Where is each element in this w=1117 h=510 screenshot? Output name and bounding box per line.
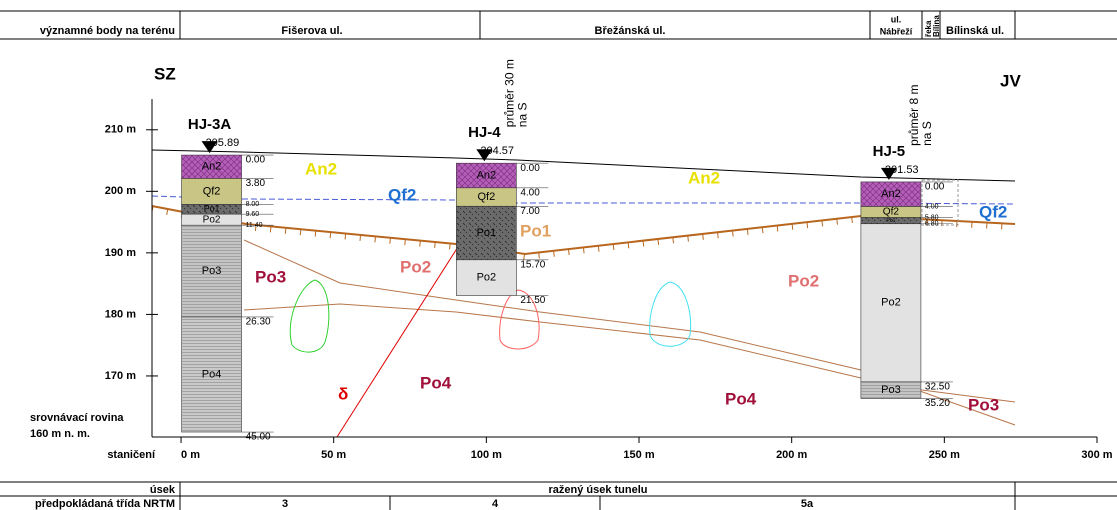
y-tick-label: 210 m [105,124,136,136]
depth-label: 11.40 [246,222,263,229]
layer-name: Po2 [477,272,497,284]
elevation-label: 204.57 [480,145,514,157]
page: {"header": {"label": "významné body na t… [0,0,1117,510]
y-label: srovnávací rovina [30,412,124,424]
layer-name: Qf2 [477,191,495,203]
layer-name: Po1 [886,218,895,224]
geology-label: Po3 [255,267,286,286]
header-label: významné body na terénu [40,25,175,37]
x-tick-label: 150 m [623,449,654,461]
footer-cell: 5a [801,498,814,510]
x-tick-label: 200 m [776,449,807,461]
place: Bílina [932,15,941,37]
depth-label: 35.20 [925,398,950,409]
layer-name: Po3 [202,265,222,277]
x-tick-label: 100 m [471,449,502,461]
borehole-note: na S [516,103,530,128]
place: Fišerova ul. [281,25,342,37]
geology-label: Po2 [788,271,819,290]
borehole-name: HJ-5 [873,143,906,160]
footer-cell: 3 [282,498,288,510]
elevation-label: 201.53 [885,164,919,176]
layer-name: Qf2 [883,207,900,218]
depth-label: 9.60 [246,211,260,218]
y-tick-label: 190 m [105,247,136,259]
y-tick-label: 180 m [105,308,136,320]
direction: SZ [154,64,176,83]
place: Nábřeží [880,26,913,36]
section-diagram: významné body na terénu Fišerova ul. Bře… [0,0,1117,510]
depth-label: 8.00 [246,201,260,208]
geology-label: Po4 [420,373,452,392]
depth-label: 45.00 [246,432,271,443]
layer-name: Po3 [881,384,901,396]
depth-label: 4.00 [925,203,939,210]
geology-label: Po2 [400,257,431,276]
geology-label: An2 [688,168,720,187]
y-label: 160 m n. m. [30,428,90,440]
layer-name: Po1 [477,227,497,239]
borehole-name: HJ-3A [188,116,232,133]
layer-name: Po1 [204,204,220,214]
layer-name: Po4 [202,368,222,380]
layer-name: An2 [477,169,497,181]
footer-cell: 4 [492,498,499,510]
depth-label: 0.00 [520,163,540,174]
layer-name: Po2 [203,214,221,225]
geology-label: Qf2 [979,202,1007,221]
layer-name: Qf2 [203,185,221,197]
depth-label: 4.00 [520,187,540,198]
depth-label: 3.80 [246,178,266,189]
layer-name: An2 [202,161,222,173]
depth-label: 0.00 [246,155,266,166]
geology-label: Po1 [520,221,551,240]
footer-label: úsek [150,484,176,496]
y-tick-label: 170 m [105,370,136,382]
place: Bílinská ul. [946,25,1004,37]
geology-label: An2 [305,159,337,178]
place: Břežánská ul. [595,25,666,37]
layer-name: An2 [881,188,901,200]
axes [152,99,1097,437]
x-label: staničení [107,449,156,461]
x-tick-label: 300 m [1081,449,1112,461]
depth-label: 0.00 [925,182,945,193]
place: ul. [891,14,902,24]
footer-cell: ražený úsek tunelu [548,484,647,496]
depth-label: 21.50 [520,295,545,306]
depth-label: 6.80 [925,221,939,228]
elevation-label: 205.89 [206,137,240,149]
x-tick-label: 0 m [181,449,200,461]
layer-name: Po2 [881,297,901,309]
x-tick-label: 250 m [929,449,960,461]
y-tick-label: 200 m [105,185,136,197]
borehole-note: na S [920,121,934,146]
borehole-name: HJ-4 [468,124,501,141]
direction: JV [1000,71,1021,90]
borehole-note: průměr 8 m [907,85,921,146]
geology-label: Qf2 [388,185,416,204]
x-tick-label: 50 m [321,449,346,461]
geology-label: Po3 [968,395,999,414]
geology-label: Po4 [725,389,757,408]
geology-label: δ [338,384,348,403]
footer-label: předpokládaná třída NRTM [35,498,175,510]
depth-label: 15.70 [520,259,545,270]
borehole-note: průměr 30 m [503,59,517,127]
depth-label: 26.30 [246,317,271,328]
depth-label: 32.50 [925,382,950,393]
depth-label: 7.00 [520,206,540,217]
